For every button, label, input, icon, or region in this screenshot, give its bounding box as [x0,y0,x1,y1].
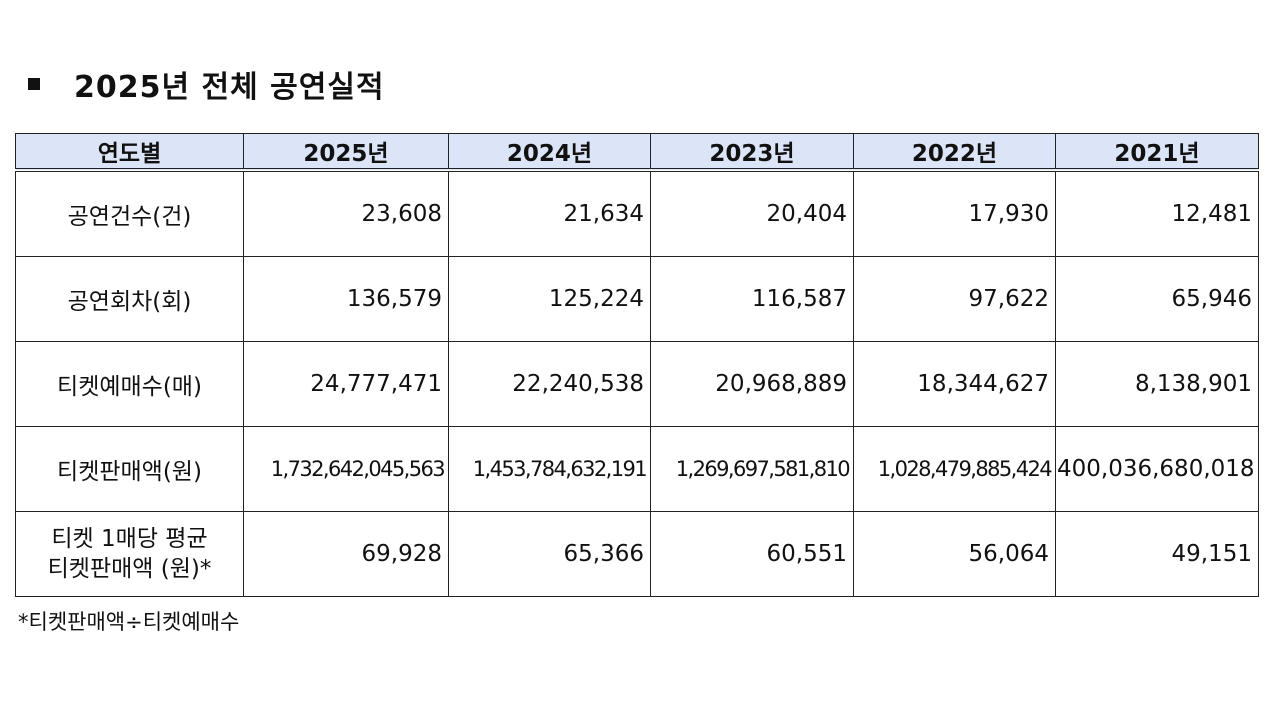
value-cell: 8,138,901 [1055,341,1259,427]
value-cell: 136,579 [243,256,449,342]
table-row: 공연건수(건) 23,608 21,634 20,404 17,930 12,481 [15,169,1259,257]
row-label: 공연회차(회) [15,256,244,342]
header-year: 2021년 [1055,133,1259,172]
value-cell: 24,777,471 [243,341,449,427]
row-label-text: 티켓판매액(원) [57,459,202,485]
row-label: 티켓예매수(매) [15,341,244,427]
header-year: 2023년 [650,133,854,172]
row-label-text-2: 티켓판매액 (원)* [47,556,212,582]
value-cell: 22,240,538 [448,341,651,427]
value-cell: 1,732,642,045,563 [243,426,449,512]
value-cell: 69,928 [243,511,449,597]
value-cell: 12,481 [1055,169,1259,257]
footnote: *티켓판매액÷티켓예매수 [18,610,240,634]
row-label-text: 공연회차(회) [67,289,192,315]
table-row: 공연회차(회) 136,579 125,224 116,587 97,622 65,946 [15,256,1259,342]
value-cell: 1,028,479,885,424 [853,426,1056,512]
value-cell: 21,634 [448,169,651,257]
header-year: 2022년 [853,133,1056,172]
row-label-text: 공연건수(건) [67,204,192,230]
value-cell: 20,968,889 [650,341,854,427]
row-label: 공연건수(건) [15,169,244,257]
table-row: 티켓판매액(원) 1,732,642,045,563 1,453,784,632,1… [15,426,1259,512]
value-cell: 18,344,627 [853,341,1056,427]
value-cell: 17,930 [853,169,1056,257]
row-label-text: 티켓 1매당 평균 [51,526,208,552]
title-text: 2025년 전체 공연실적 [74,70,385,105]
header-year: 2024년 [448,133,651,172]
value-cell: 65,946 [1055,256,1259,342]
page-title: 2025년 전체 공연실적 [28,62,385,106]
row-label: 티켓판매액(원) [15,426,244,512]
value-cell: 60,551 [650,511,854,597]
header-year: 2025년 [243,133,449,172]
value-cell: 125,224 [448,256,651,342]
value-cell: 400,036,680,018 [1055,426,1259,512]
value-cell: 1,269,697,581,810 [650,426,854,512]
value-cell: 116,587 [650,256,854,342]
value-cell: 23,608 [243,169,449,257]
header-row: 연도별 2025년 2024년 2023년 2022년 2021년 [15,133,1259,172]
row-label-text: 티켓예매수(매) [57,374,202,400]
table-row: 티켓예매수(매) 24,777,471 22,240,538 20,968,889 18… [15,341,1259,427]
value-cell: 97,622 [853,256,1056,342]
value-cell: 49,151 [1055,511,1259,597]
table-row: 티켓 1매당 평균 티켓판매액 (원)* 69,928 65,366 60,551 56,… [15,511,1259,597]
value-cell: 20,404 [650,169,854,257]
performance-table: 연도별 2025년 2024년 2023년 2022년 2021년 공연건수(건) 23,6… [15,133,1259,597]
square-bullet-icon [28,78,40,90]
value-cell: 1,453,784,632,191 [448,426,651,512]
value-cell: 56,064 [853,511,1056,597]
header-category: 연도별 [15,133,244,172]
value-cell: 65,366 [448,511,651,597]
